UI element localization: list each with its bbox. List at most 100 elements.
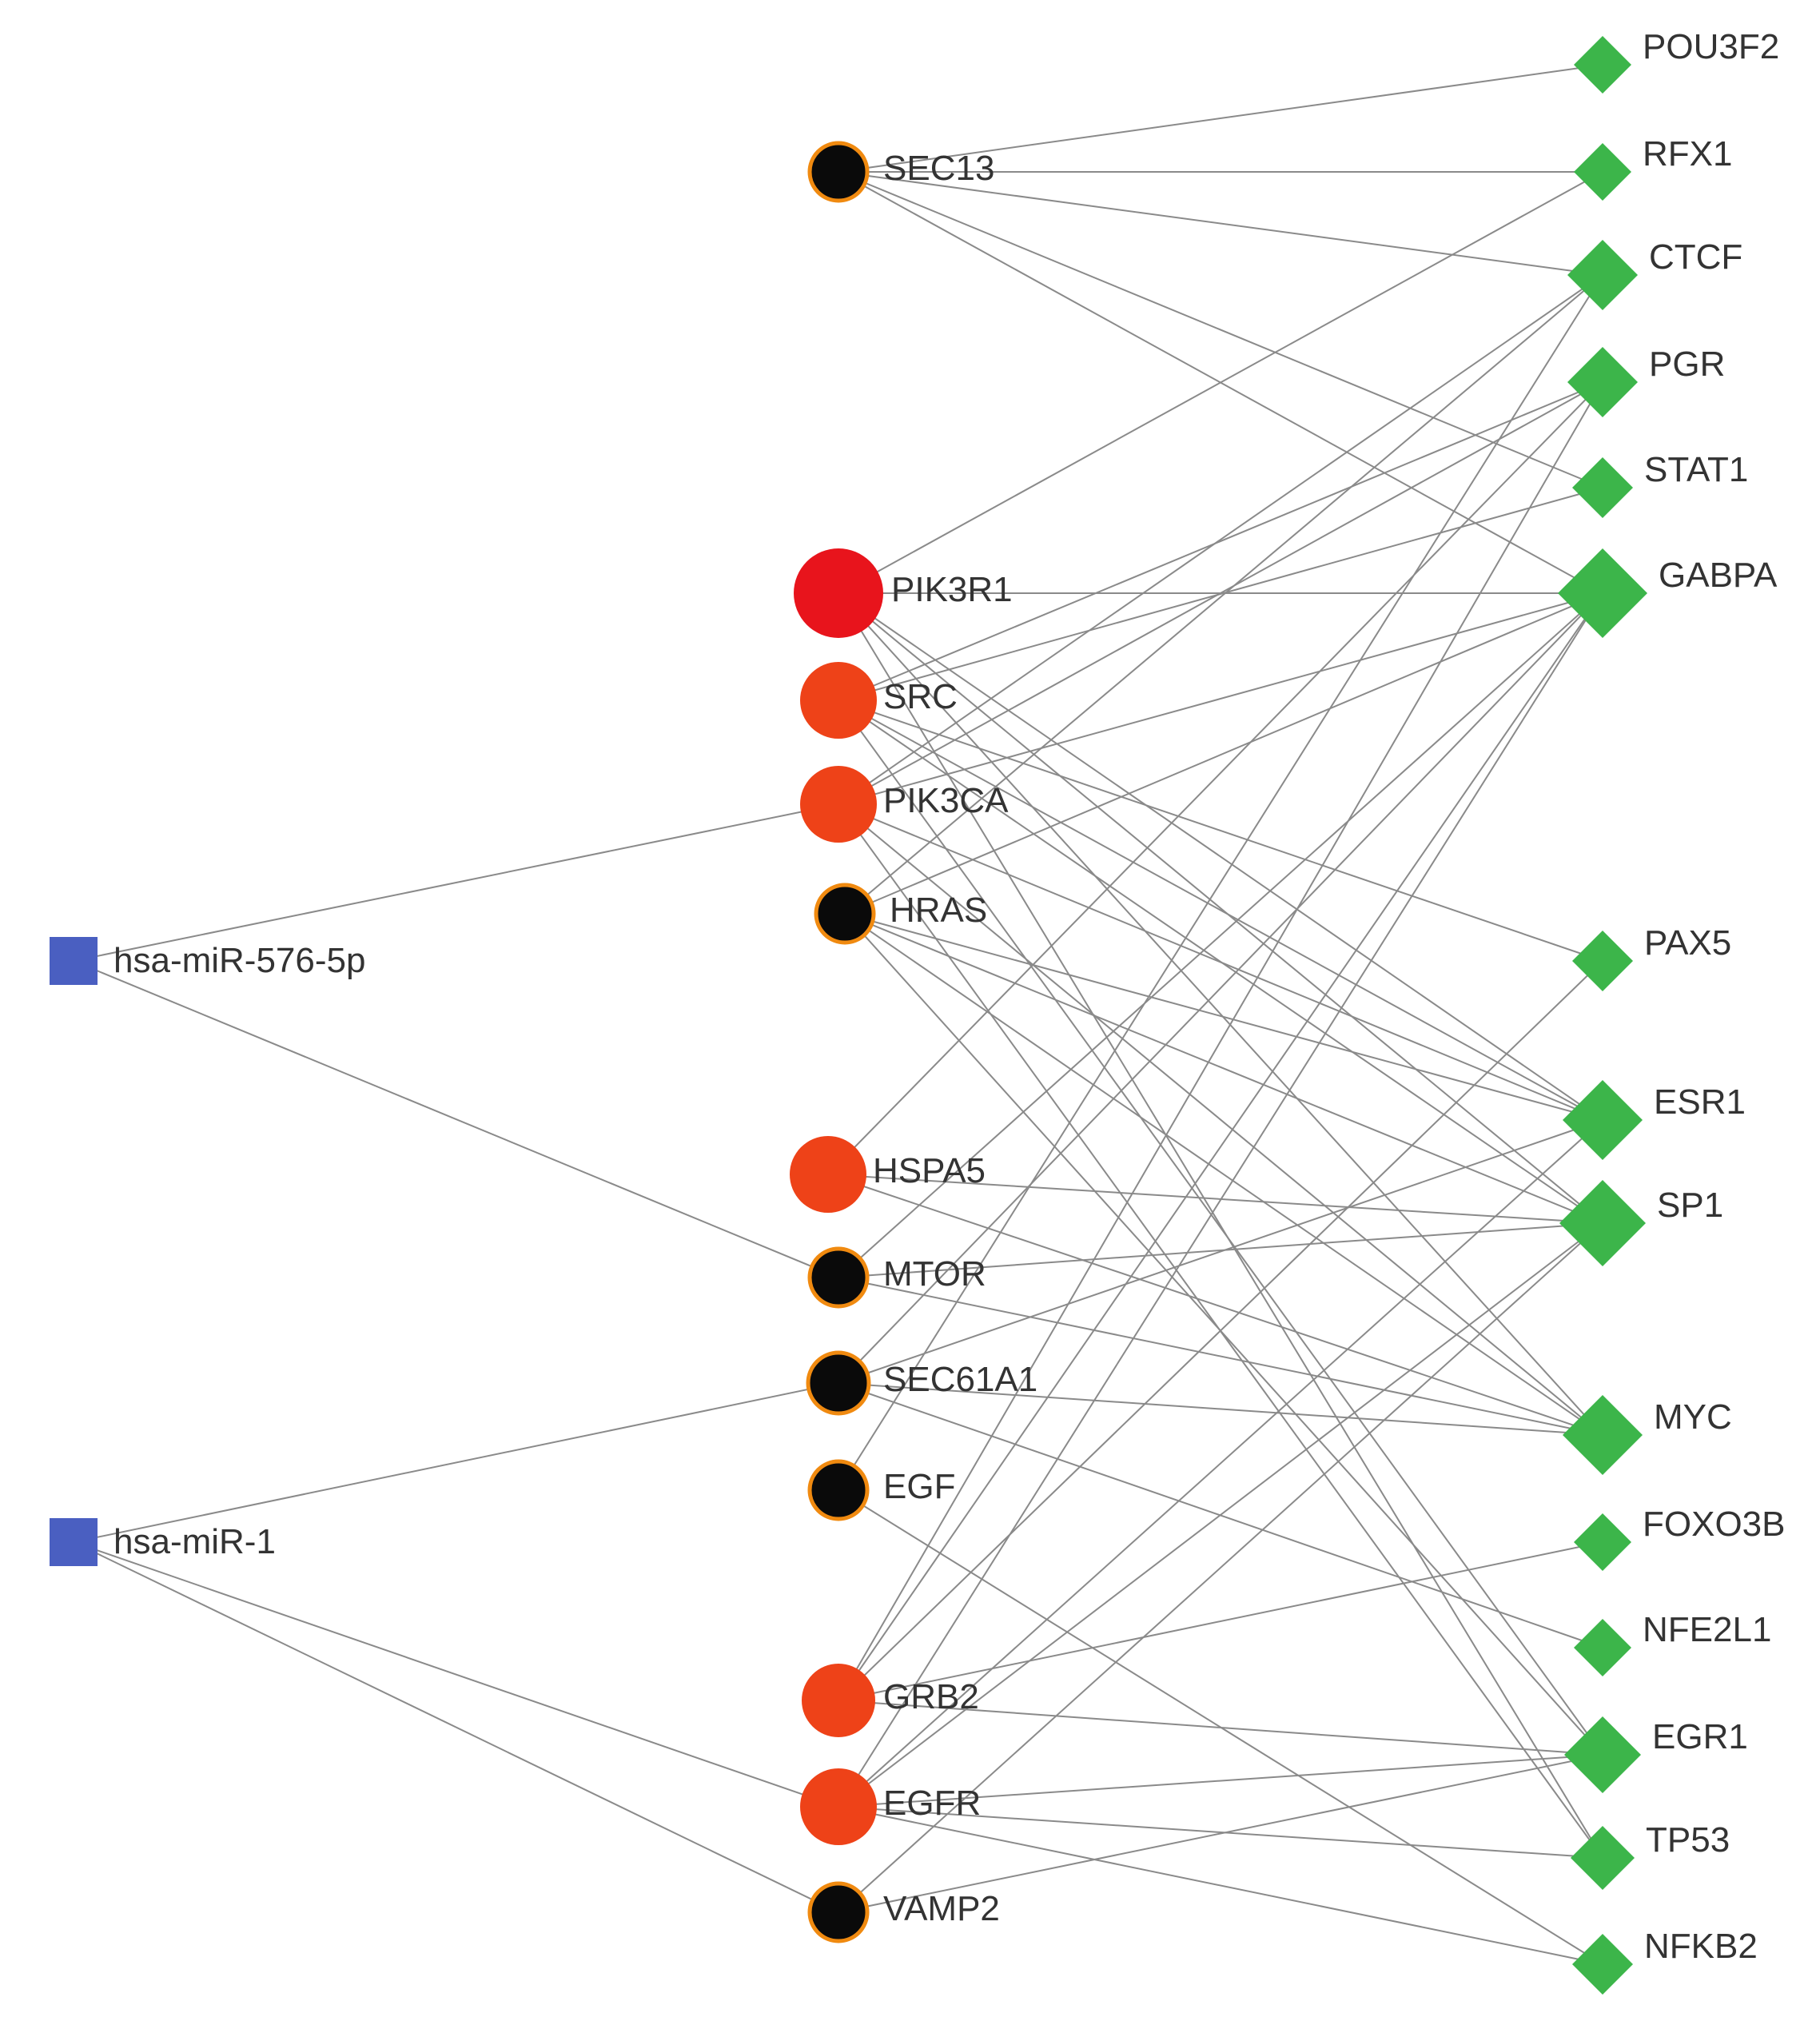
edge-SEC61A1-MYC bbox=[838, 1382, 1603, 1436]
node-label-hsa-miR-576-5p: hsa-miR-576-5p bbox=[114, 941, 365, 980]
edge-HRAS-GABPA bbox=[844, 592, 1603, 915]
edge-hsa-miR-1-SEC61A1 bbox=[73, 1382, 839, 1543]
tf-node-STAT1[interactable] bbox=[1572, 457, 1633, 518]
mirna-node-hsa-miR-576-5p[interactable] bbox=[50, 937, 98, 985]
gene-node-HRAS[interactable] bbox=[814, 883, 876, 945]
gene-node-VAMP2[interactable] bbox=[807, 1881, 870, 1943]
gene-node-SEC13[interactable] bbox=[807, 141, 870, 203]
edge-HSPA5-MYC bbox=[827, 1174, 1603, 1436]
edge-PIK3CA-PGR bbox=[838, 381, 1603, 805]
edge-GRB2-GABPA bbox=[838, 592, 1603, 1701]
node-label-POU3F2: POU3F2 bbox=[1643, 27, 1779, 66]
edge-EGF-CTCF bbox=[838, 274, 1603, 1491]
node-label-NFKB2: NFKB2 bbox=[1644, 1927, 1758, 1966]
gene-node-PIK3CA[interactable] bbox=[800, 766, 877, 843]
edge-hsa-miR-1-VAMP2 bbox=[73, 1541, 839, 1913]
tf-node-PAX5[interactable] bbox=[1572, 931, 1633, 991]
edge-HRAS-ESR1 bbox=[844, 913, 1603, 1121]
edge-HSPA5-SP1 bbox=[827, 1174, 1603, 1224]
gene-node-EGFR[interactable] bbox=[800, 1768, 877, 1845]
tf-node-EGR1[interactable] bbox=[1564, 1716, 1641, 1793]
gene-node-EGF[interactable] bbox=[807, 1459, 870, 1521]
gene-node-HSPA5[interactable] bbox=[790, 1136, 866, 1213]
edge-PIK3CA-GABPA bbox=[838, 592, 1603, 805]
gene-node-PIK3R1[interactable] bbox=[794, 548, 883, 638]
edge-SEC13-CTCF bbox=[838, 171, 1603, 276]
node-label-PIK3CA: PIK3CA bbox=[883, 781, 1009, 820]
node-label-HRAS: HRAS bbox=[890, 891, 987, 930]
edge-HRAS-CTCF bbox=[844, 274, 1603, 915]
node-label-EGF: EGF bbox=[883, 1467, 955, 1506]
edge-EGFR-ESR1 bbox=[838, 1119, 1603, 1808]
node-label-CTCF: CTCF bbox=[1649, 237, 1742, 277]
mirna-node-hsa-miR-1[interactable] bbox=[50, 1518, 98, 1566]
edge-hsa-miR-1-EGFR bbox=[73, 1541, 839, 1808]
edge-EGFR-SP1 bbox=[838, 1222, 1603, 1808]
edge-SEC13-POU3F2 bbox=[838, 64, 1603, 173]
edge-SEC61A1-GABPA bbox=[838, 592, 1603, 1384]
node-label-SP1: SP1 bbox=[1657, 1186, 1723, 1225]
node-label-hsa-miR-1: hsa-miR-1 bbox=[114, 1522, 276, 1561]
edge-HRAS-MYC bbox=[844, 913, 1603, 1436]
edge-SEC61A1-ESR1 bbox=[838, 1119, 1603, 1384]
node-label-ESR1: ESR1 bbox=[1654, 1082, 1746, 1122]
edge-SRC-PGR bbox=[838, 381, 1603, 701]
node-label-GABPA: GABPA bbox=[1659, 556, 1778, 595]
node-label-SEC13: SEC13 bbox=[883, 149, 994, 188]
node-label-SEC61A1: SEC61A1 bbox=[883, 1360, 1037, 1399]
edge-HSPA5-PGR bbox=[827, 381, 1603, 1175]
node-label-FOXO3B: FOXO3B bbox=[1643, 1505, 1786, 1544]
edge-PIK3R1-ESR1 bbox=[838, 592, 1603, 1121]
edge-PIK3CA-CTCF bbox=[838, 274, 1603, 805]
node-label-GRB2: GRB2 bbox=[883, 1677, 979, 1716]
tf-node-RFX1[interactable] bbox=[1574, 143, 1631, 201]
gene-node-SEC61A1[interactable] bbox=[806, 1350, 871, 1416]
gene-node-SRC[interactable] bbox=[800, 662, 877, 739]
node-label-HSPA5: HSPA5 bbox=[873, 1151, 986, 1190]
edge-SRC-PAX5 bbox=[838, 700, 1603, 962]
edge-SRC-EGR1 bbox=[838, 700, 1603, 1756]
node-label-SRC: SRC bbox=[883, 677, 958, 716]
gene-node-MTOR[interactable] bbox=[807, 1246, 870, 1309]
tf-node-PGR[interactable] bbox=[1567, 347, 1638, 417]
edge-MTOR-GABPA bbox=[838, 592, 1603, 1278]
tf-node-NFKB2[interactable] bbox=[1572, 1934, 1633, 1995]
node-label-MTOR: MTOR bbox=[883, 1254, 986, 1294]
tf-node-MYC[interactable] bbox=[1563, 1395, 1643, 1475]
node-label-VAMP2: VAMP2 bbox=[883, 1889, 1000, 1928]
edge-hsa-miR-576-5p-PIK3CA bbox=[73, 803, 839, 962]
tf-node-POU3F2[interactable] bbox=[1574, 36, 1631, 94]
edge-GRB2-FOXO3B bbox=[838, 1541, 1603, 1701]
node-label-PAX5: PAX5 bbox=[1644, 923, 1731, 963]
edge-PIK3R1-SP1 bbox=[838, 592, 1603, 1224]
edge-PIK3CA-MYC bbox=[838, 803, 1603, 1436]
edge-EGFR-GABPA bbox=[838, 592, 1603, 1808]
edge-HRAS-SP1 bbox=[844, 913, 1603, 1224]
edge-hsa-miR-576-5p-MTOR bbox=[73, 960, 839, 1278]
tf-node-FOXO3B[interactable] bbox=[1574, 1513, 1631, 1571]
edge-GRB2-PAX5 bbox=[838, 960, 1603, 1701]
tf-node-SP1[interactable] bbox=[1559, 1180, 1646, 1266]
tf-node-CTCF[interactable] bbox=[1567, 240, 1638, 310]
edge-PIK3R1-RFX1 bbox=[838, 171, 1603, 594]
edge-EGFR-TP53 bbox=[838, 1806, 1603, 1859]
edge-VAMP2-SP1 bbox=[838, 1222, 1603, 1913]
gene-node-GRB2[interactable] bbox=[802, 1664, 875, 1737]
edges-layer bbox=[73, 64, 1603, 1965]
nodes-layer: hsa-miR-576-5p hsa-miR-1 SEC13 PIK3R1 SRC PIK… bbox=[50, 27, 1786, 1995]
edge-GRB2-PGR bbox=[838, 381, 1603, 1701]
node-label-MYC: MYC bbox=[1654, 1397, 1732, 1437]
tf-node-TP53[interactable] bbox=[1571, 1826, 1635, 1890]
edge-MTOR-MYC bbox=[838, 1277, 1603, 1436]
node-label-EGR1: EGR1 bbox=[1652, 1717, 1748, 1756]
edge-MTOR-SP1 bbox=[838, 1222, 1603, 1278]
node-label-TP53: TP53 bbox=[1646, 1820, 1730, 1860]
tf-node-ESR1[interactable] bbox=[1563, 1080, 1643, 1160]
tf-node-GABPA[interactable] bbox=[1558, 548, 1647, 638]
node-label-RFX1: RFX1 bbox=[1643, 134, 1732, 173]
tf-node-NFE2L1[interactable] bbox=[1574, 1619, 1631, 1676]
edge-EGFR-NFKB2 bbox=[838, 1806, 1603, 1965]
node-label-PIK3R1: PIK3R1 bbox=[891, 570, 1013, 609]
